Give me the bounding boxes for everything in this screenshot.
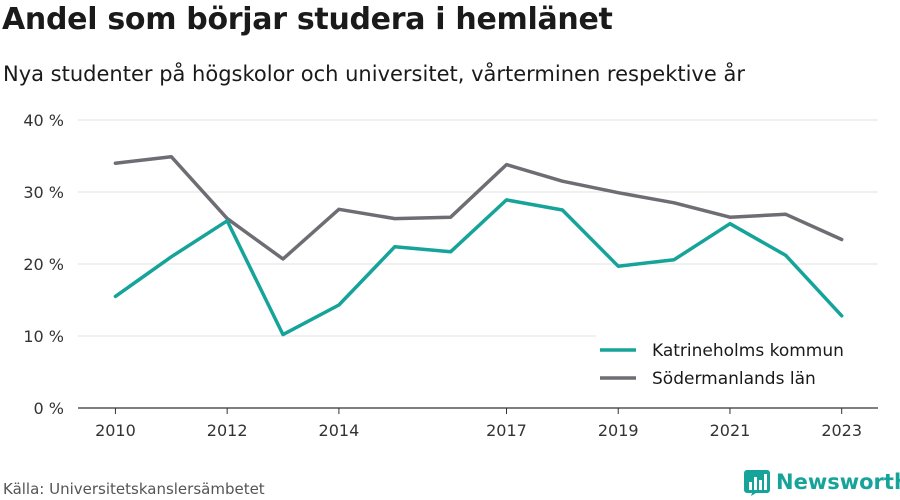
y-tick-label: 0 % — [34, 399, 64, 418]
brand-logo: Newsworthy — [744, 466, 900, 498]
series-lines — [113, 154, 844, 337]
x-tick-label: 2010 — [95, 421, 136, 440]
x-tick-label: 2012 — [207, 421, 248, 440]
y-axis-ticks: 0 % 10 % 20 % 30 % 40 % — [23, 111, 64, 418]
y-tick-label: 20 % — [23, 255, 64, 274]
y-tick-label: 30 % — [23, 183, 64, 202]
y-tick-label: 40 % — [23, 111, 64, 130]
x-tick-label: 2017 — [486, 421, 527, 440]
legend-label: Katrineholms kommun — [652, 341, 844, 361]
y-tick-label: 10 % — [23, 327, 64, 346]
line-chart: 0 % 10 % 20 % 30 % 40 % 2010 2012 2014 2017 2019… — [23, 111, 878, 440]
bar-chart-icon — [744, 470, 770, 496]
x-tick-label: 2014 — [319, 421, 360, 440]
chart-subtitle: Nya studenter på högskolor och universit… — [3, 62, 745, 86]
legend-label: Södermanlands län — [652, 369, 816, 389]
brand-name: Newsworthy — [776, 470, 900, 494]
legend-background — [596, 332, 878, 402]
x-tick-label: 2019 — [598, 421, 639, 440]
x-tick-label: 2023 — [821, 421, 862, 440]
series-line-katrineholm — [113, 198, 844, 337]
legend: Katrineholms kommun Södermanlands län — [596, 332, 878, 402]
x-tick-label: 2021 — [710, 421, 751, 440]
source-note: Källa: Universitetskanslersämbetet — [3, 480, 265, 498]
chart-title: Andel som börjar studera i hemlänet — [2, 2, 613, 37]
x-axis-ticks: 2010 2012 2014 2017 2019 2021 2023 — [95, 408, 862, 440]
series-line-sodermanland — [113, 154, 844, 261]
